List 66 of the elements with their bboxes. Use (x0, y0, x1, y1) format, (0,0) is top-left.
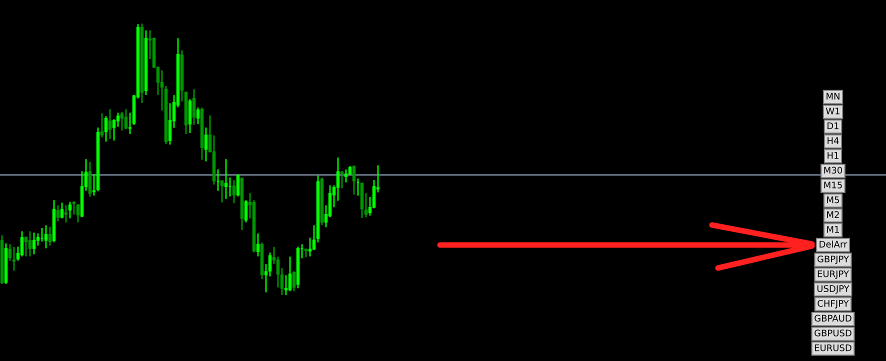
text: MN (826, 92, 840, 100)
candlestick (340, 171, 344, 188)
text: USDJPY (817, 285, 850, 294)
candlestick (64, 205, 68, 222)
candlestick (196, 108, 200, 124)
candlestick (68, 202, 72, 218)
candlestick (188, 99, 192, 133)
text: M2 (827, 211, 839, 218)
candlestick (56, 205, 60, 222)
candlestick (192, 89, 196, 125)
candlestick (232, 180, 236, 204)
candlestick (308, 238, 312, 256)
candlestick (88, 162, 92, 197)
candlestick (48, 226, 52, 246)
candlestick (312, 225, 316, 250)
text: CHFJPY (818, 300, 849, 308)
text: D1 (828, 122, 839, 130)
candlestick (204, 128, 208, 162)
candlestick (36, 233, 40, 246)
text: H1 (828, 152, 838, 159)
candlestick (236, 174, 240, 196)
candlestick (352, 165, 356, 195)
candlestick (168, 103, 172, 145)
candlestick (104, 116, 108, 142)
candlestick (108, 109, 112, 139)
text: W1 (826, 108, 840, 114)
candlestick (280, 268, 284, 295)
candlestick (24, 236, 28, 256)
candlestick (124, 109, 128, 129)
candlestick (44, 225, 48, 248)
text: GBPAUD (814, 314, 852, 322)
candlestick (224, 159, 228, 199)
text: M30 (824, 166, 842, 174)
text: M15 (824, 182, 842, 188)
candlestick (160, 70, 164, 111)
candlestick (32, 232, 36, 254)
text: EURUSD (814, 344, 852, 352)
text: DelArr (820, 240, 848, 248)
candlestick (8, 244, 12, 261)
text: M5 (827, 196, 839, 204)
candlestick (12, 246, 16, 271)
text: GBPUSD (814, 330, 852, 336)
candlestick (60, 202, 64, 218)
candlestick (100, 113, 104, 138)
candlestick (268, 252, 272, 276)
candlestick (76, 204, 80, 222)
candlestick (20, 231, 24, 256)
candlestick (256, 233, 260, 256)
candlestick (288, 256, 292, 292)
text: EURJPY (818, 270, 850, 279)
candlestick (276, 256, 280, 288)
candlestick (120, 112, 124, 131)
candlestick (344, 169, 348, 182)
candlestick (284, 275, 288, 295)
text: GBPJPY (817, 256, 850, 264)
text: H4 (828, 137, 839, 144)
candlestick (116, 112, 120, 127)
text: M1 (827, 226, 839, 233)
candlestick (244, 200, 248, 222)
candlestick (364, 193, 368, 218)
candlestick (220, 180, 224, 202)
candlestick (292, 271, 296, 292)
candlestick (112, 119, 116, 141)
candlestick (28, 231, 32, 256)
candlestick (92, 174, 96, 196)
candlestick (336, 158, 340, 201)
